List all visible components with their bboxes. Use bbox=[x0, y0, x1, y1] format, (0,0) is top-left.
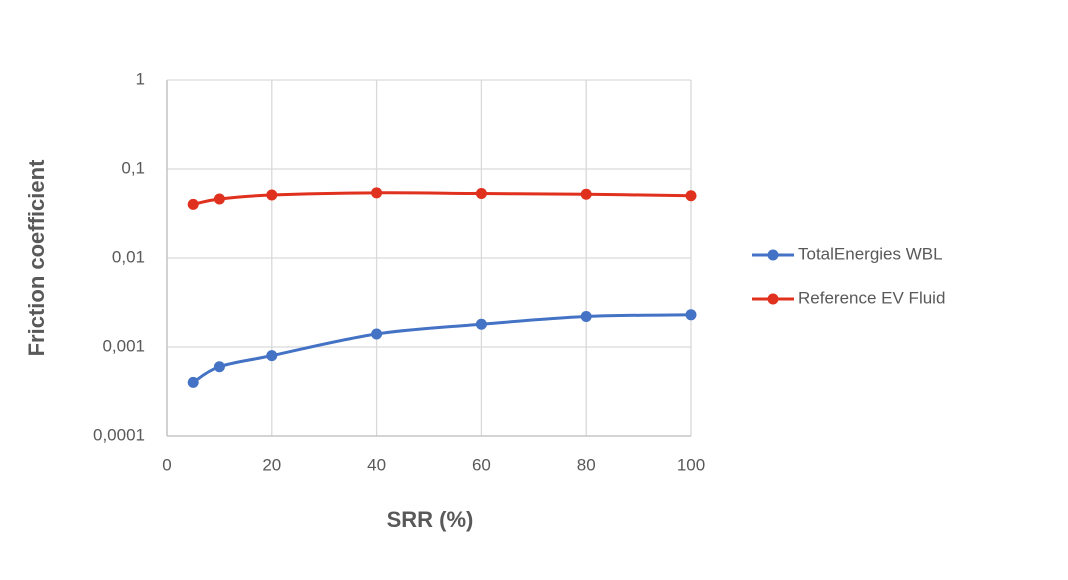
data-point bbox=[685, 309, 697, 321]
data-point bbox=[213, 361, 225, 373]
data-point bbox=[266, 189, 278, 201]
data-point bbox=[475, 188, 487, 200]
y-tick-label: 0,001 bbox=[102, 336, 145, 355]
legend-marker bbox=[767, 293, 779, 305]
x-axis-title: SRR (%) bbox=[387, 507, 474, 532]
data-point bbox=[187, 376, 199, 388]
legend-label: TotalEnergies WBL bbox=[798, 244, 943, 263]
y-tick-label: 0,1 bbox=[121, 158, 145, 177]
data-point bbox=[213, 193, 225, 205]
data-point bbox=[685, 190, 697, 202]
x-tick-label: 60 bbox=[472, 455, 491, 474]
data-point bbox=[371, 187, 383, 199]
data-point bbox=[266, 350, 278, 362]
x-tick-label: 80 bbox=[577, 455, 596, 474]
data-point bbox=[187, 198, 199, 210]
y-tick-label: 1 bbox=[136, 69, 145, 88]
legend-label: Reference EV Fluid bbox=[798, 288, 945, 307]
data-point bbox=[580, 311, 592, 323]
data-point bbox=[475, 318, 487, 330]
x-tick-label: 100 bbox=[677, 455, 705, 474]
data-point bbox=[371, 328, 383, 340]
y-tick-label: 0,0001 bbox=[93, 425, 145, 444]
y-tick-label: 0,01 bbox=[112, 247, 145, 266]
data-point bbox=[580, 188, 592, 200]
x-tick-label: 0 bbox=[162, 455, 171, 474]
legend-marker bbox=[767, 249, 779, 261]
x-tick-label: 20 bbox=[262, 455, 281, 474]
y-axis-title: Friction coefficient bbox=[24, 159, 49, 356]
x-tick-label: 40 bbox=[367, 455, 386, 474]
series-line bbox=[192, 313, 692, 384]
